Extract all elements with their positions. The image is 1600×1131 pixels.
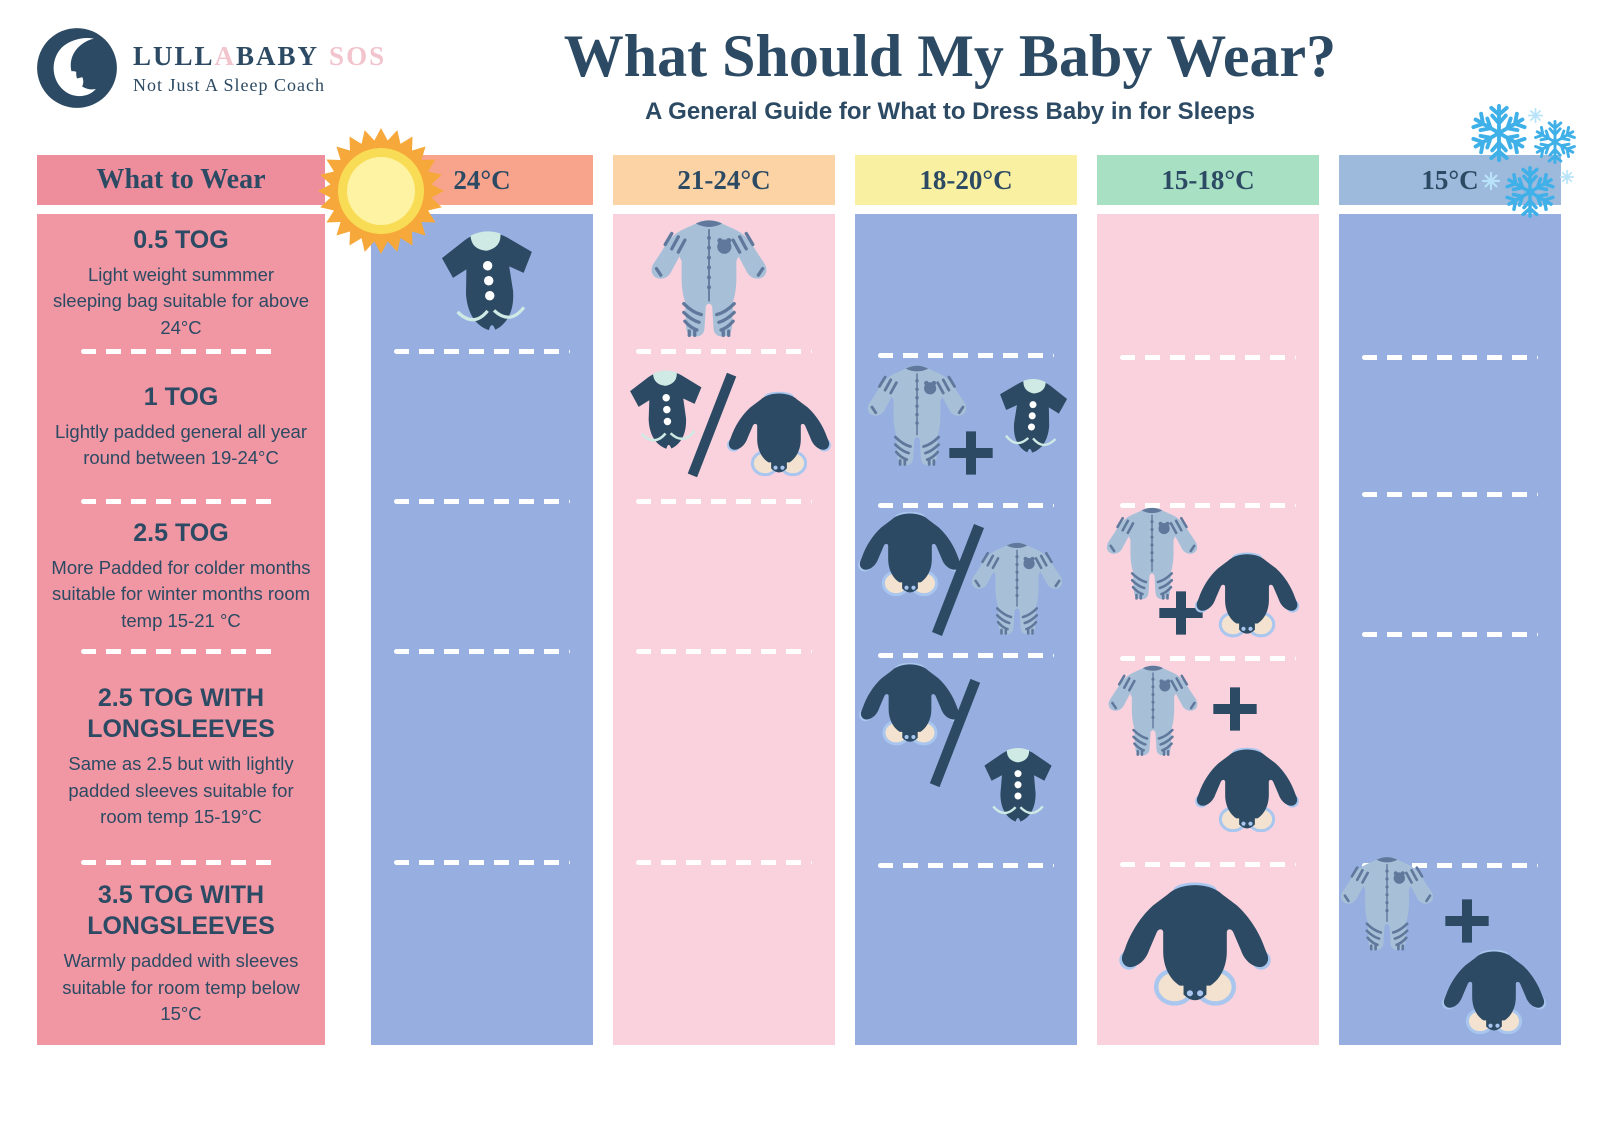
sparkle-icon xyxy=(1528,108,1543,123)
tog-row-1: 1 TOG Lightly padded general all year ro… xyxy=(37,352,325,501)
row-divider xyxy=(394,499,570,504)
footed-sleepsuit-icon xyxy=(1330,850,1444,958)
column-label: 15-18°C xyxy=(1161,164,1255,195)
column-label: 24°C xyxy=(453,164,511,195)
tog-label: 3.5 TOG WITH LONGSLEEVES xyxy=(87,880,275,941)
what-to-wear-column: 0.5 TOG Light weight summmer sleeping ba… xyxy=(37,214,325,1045)
plus-icon xyxy=(1442,896,1492,946)
column-21-24c xyxy=(613,214,835,1045)
row-divider xyxy=(394,349,570,354)
row-divider xyxy=(81,649,281,654)
long-sleeve-bodysuit-icon xyxy=(1188,746,1306,842)
row-divider xyxy=(1120,656,1296,661)
tog-description: Same as 2.5 but with lightly padded slee… xyxy=(68,753,294,827)
snowflake-icon xyxy=(1470,104,1528,162)
logo-name-accent: SOS xyxy=(329,40,387,71)
column-header-18-20c: 18-20°C xyxy=(855,155,1077,205)
snowflake-icon xyxy=(1533,120,1577,164)
sparkle-icon xyxy=(1482,172,1500,190)
logo-name-part: BABY xyxy=(236,40,320,71)
logo: LULLABABY SOS Not Just A Sleep Coach xyxy=(35,26,386,110)
tog-label: 1 TOG xyxy=(143,382,219,411)
logo-name: LULLABABY SOS xyxy=(133,41,386,72)
row-divider xyxy=(636,499,812,504)
tog-description: More Padded for colder months suitable f… xyxy=(51,557,311,631)
long-sleeve-bodysuit-icon xyxy=(1190,550,1304,648)
tog-row-2.5: 2.5 TOG More Padded for colder months su… xyxy=(37,501,325,651)
tog-label: 0.5 TOG xyxy=(133,225,229,254)
short-sleeve-onesie-icon xyxy=(416,221,562,348)
tog-description: Light weight summmer sleeping bag suitab… xyxy=(52,264,310,338)
tog-row-0.5: 0.5 TOG Light weight summmer sleeping ba… xyxy=(37,214,325,352)
column-label: 15°C xyxy=(1421,164,1479,195)
sparkle-icon xyxy=(1560,170,1574,184)
page-subtitle: A General Guide for What to Dress Baby i… xyxy=(645,98,1255,125)
row-divider xyxy=(1362,355,1538,360)
tog-label: 2.5 TOG WITH LONGSLEEVES xyxy=(87,683,275,744)
long-sleeve-bodysuit-icon xyxy=(1436,948,1552,1044)
row-divider xyxy=(878,353,1054,358)
column-header-15-18c: 15-18°C xyxy=(1097,155,1319,205)
column-24c xyxy=(371,214,593,1045)
row-divider xyxy=(81,499,281,504)
row-divider xyxy=(878,503,1054,508)
column-label: 18-20°C xyxy=(919,164,1013,195)
tog-description: Warmly padded with sleeves suitable for … xyxy=(62,950,300,1024)
tog-label: 2.5 TOG xyxy=(133,518,229,547)
lullababy-logo-icon xyxy=(37,28,117,108)
what-to-wear-header: What to Wear xyxy=(37,155,325,205)
row-divider xyxy=(394,649,570,654)
row-divider xyxy=(636,860,812,865)
long-sleeve-bodysuit-icon xyxy=(1112,880,1278,1020)
plus-icon xyxy=(1210,684,1260,734)
tog-row-2.5-longsleeves: 2.5 TOG WITH LONGSLEEVES Same as 2.5 but… xyxy=(37,651,325,862)
column-header-21-24c: 21-24°C xyxy=(613,155,835,205)
row-divider xyxy=(636,649,812,654)
row-divider xyxy=(81,349,281,354)
row-divider xyxy=(878,863,1054,868)
row-divider xyxy=(394,860,570,865)
row-divider xyxy=(1362,632,1538,637)
row-divider xyxy=(1362,863,1538,868)
row-divider xyxy=(1120,503,1296,508)
long-sleeve-bodysuit-icon xyxy=(720,390,838,486)
tog-row-3.5-longsleeves: 3.5 TOG WITH LONGSLEEVES Warmly padded w… xyxy=(37,862,325,1045)
snowflake-icon xyxy=(1504,166,1556,218)
logo-tagline: Not Just A Sleep Coach xyxy=(133,74,325,95)
row-divider xyxy=(1120,355,1296,360)
row-divider xyxy=(81,860,281,865)
row-divider xyxy=(878,653,1054,658)
logo-name-accent: A xyxy=(214,40,237,71)
logo-text: LULLABABY SOS Not Just A Sleep Coach xyxy=(133,41,386,96)
logo-name-part: LULL xyxy=(133,40,215,71)
what-to-wear-label: What to Wear xyxy=(96,164,266,195)
short-sleeve-onesie-icon xyxy=(981,367,1084,471)
row-divider xyxy=(1120,862,1296,867)
column-18-20c xyxy=(855,214,1077,1045)
row-divider xyxy=(636,349,812,354)
footed-sleepsuit-icon xyxy=(630,216,788,342)
short-sleeve-onesie-icon xyxy=(970,738,1066,838)
tog-description: Lightly padded general all year round be… xyxy=(55,420,307,469)
column-label: 21-24°C xyxy=(677,164,771,195)
row-divider xyxy=(1362,492,1538,497)
page-title: What Should My Baby Wear? xyxy=(563,23,1337,89)
footed-sleepsuit-icon xyxy=(961,536,1073,642)
